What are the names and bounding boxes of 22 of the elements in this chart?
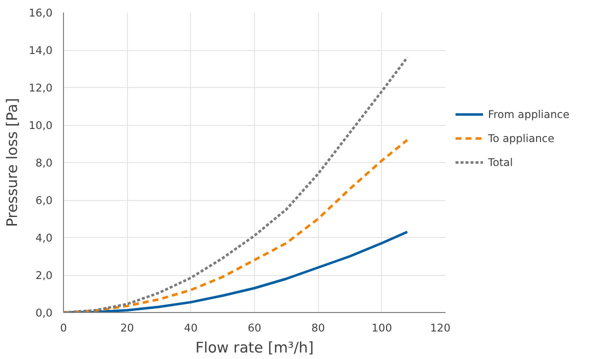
legend-label: To appliance [488, 132, 554, 144]
y-tick-label: 8,0 [36, 156, 53, 170]
y-tick-label: 10,0 [28, 119, 53, 132]
y-tick-label: 0,0 [36, 306, 53, 320]
y-tick-label: 2,0 [36, 269, 53, 282]
legend-label: From appliance [488, 108, 570, 120]
x-tick-label: 20 [120, 322, 134, 334]
y-tick-label: 12,0 [28, 82, 53, 94]
x-tick-label: 60 [248, 322, 262, 334]
y-tick-label: 16,0 [28, 6, 53, 20]
x-tick-label: 80 [311, 322, 326, 334]
legend-label: Total [488, 156, 513, 168]
x-tick-label: 0 [60, 322, 68, 334]
x-tick-label: 120 [430, 322, 451, 334]
y-tick-label: 14,0 [28, 44, 53, 57]
y-tick-label: 6,0 [36, 194, 53, 207]
x-tick-label: 100 [372, 322, 392, 334]
y-tick-label: 4,0 [36, 232, 53, 244]
line-series [64, 138, 409, 312]
y-axis-title: Pressure loss [Pa] [4, 98, 21, 227]
x-tick-label: 40 [184, 322, 198, 334]
x-axis-title: Flow rate [m³/h] [195, 340, 314, 356]
